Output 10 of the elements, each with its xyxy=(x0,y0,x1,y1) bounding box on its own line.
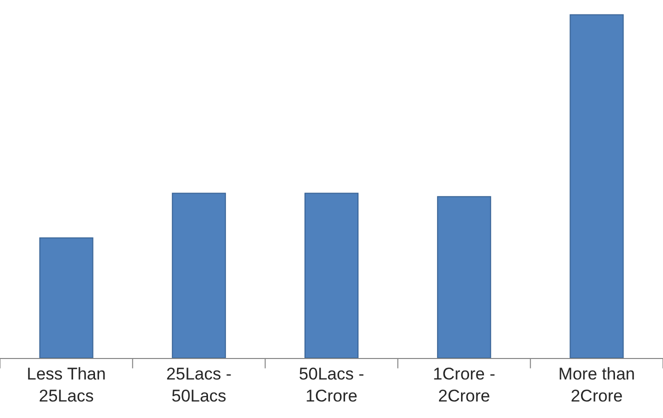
bar xyxy=(172,192,226,358)
bar xyxy=(304,192,359,358)
bar xyxy=(39,237,94,358)
x-tick-label: 50Lacs - 1Crore xyxy=(298,364,364,406)
bar xyxy=(437,196,492,358)
x-tick-label: 25Lacs - 50Lacs xyxy=(166,364,232,406)
x-tick-label: Less Than 25Lacs xyxy=(26,364,106,406)
x-tick-label: 1Crore - 2Crore xyxy=(432,364,496,406)
bar xyxy=(570,14,624,358)
x-tick-label: More than 2Crore xyxy=(558,364,635,406)
